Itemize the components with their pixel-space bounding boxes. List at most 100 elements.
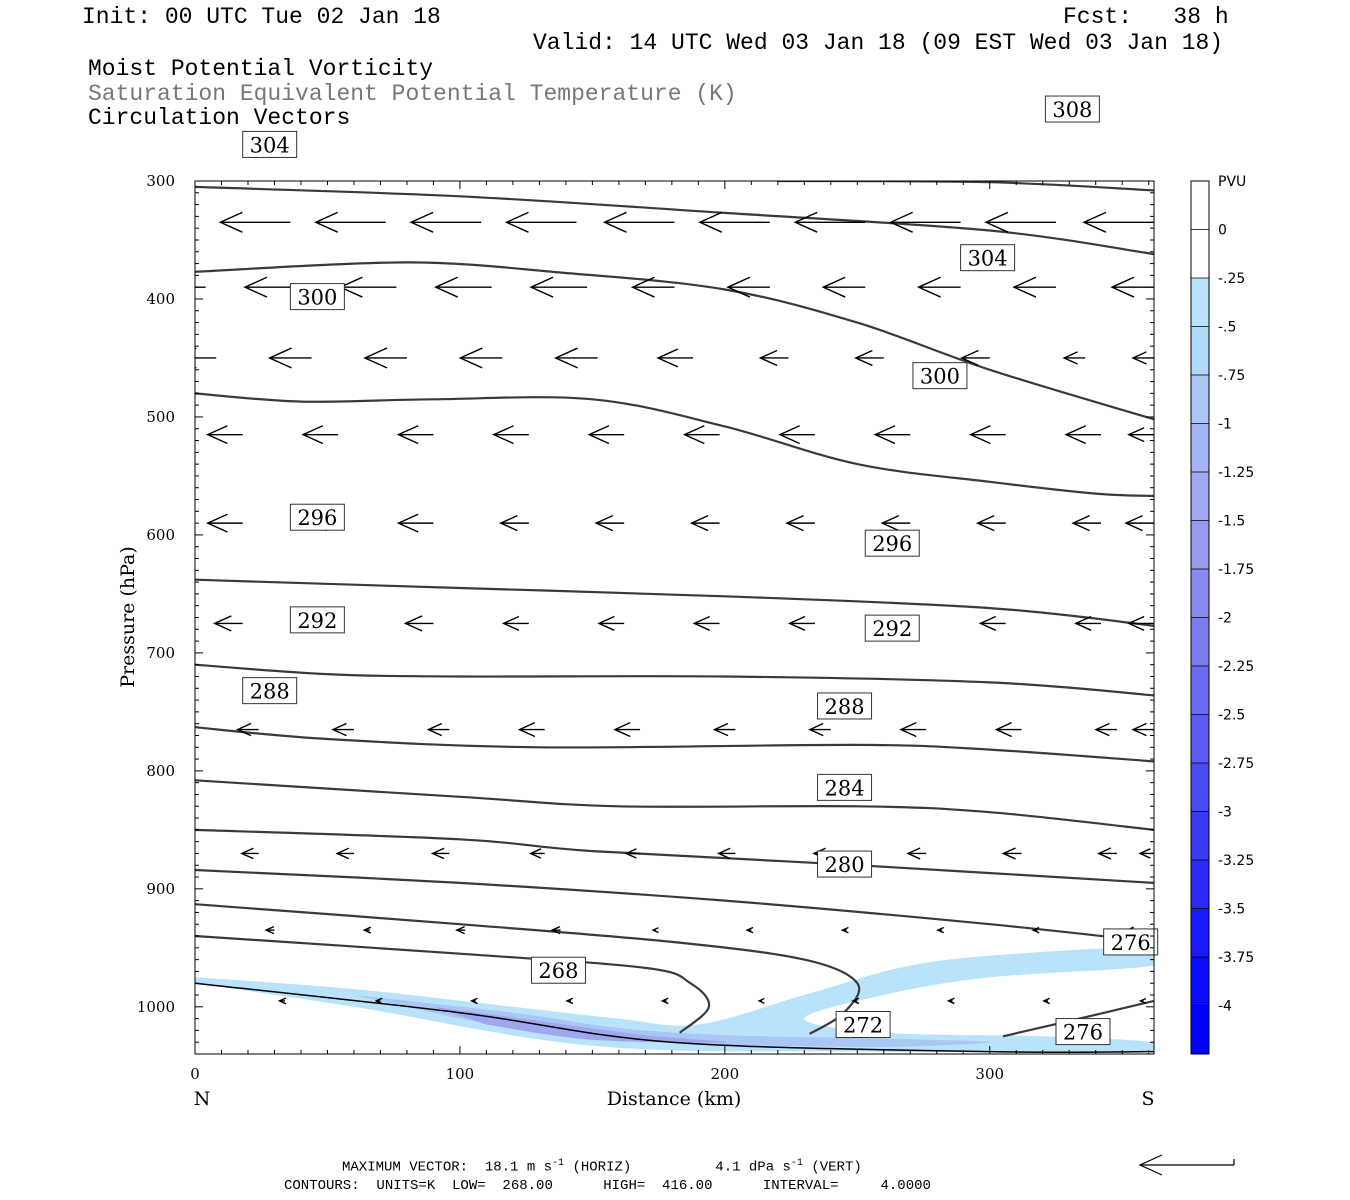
colorbar-label: -3.5 [1218, 902, 1245, 918]
circulation-vector-layer [125, 211, 1154, 1005]
circulation-vector [374, 997, 383, 1005]
circulation-vector [778, 425, 815, 445]
vector-head [205, 513, 228, 533]
contour-label-text: 292 [872, 617, 912, 641]
theta-contour-276 [195, 868, 1154, 943]
contour-label: 288 [242, 677, 298, 705]
vector-head [975, 515, 995, 532]
field-title-vectors: Circulation Vectors [88, 105, 351, 131]
circulation-vector [1127, 427, 1154, 443]
vector-head [1124, 515, 1143, 532]
contour-label-box [864, 614, 920, 642]
valid-time: Valid: 14 UTC Wed 03 Jan 18 (09 EST Wed … [533, 30, 1224, 56]
y-tick-label: 400 [146, 290, 175, 308]
circulation-vector [553, 347, 598, 369]
circulation-vector [994, 722, 1022, 738]
circulation-vector [916, 276, 961, 298]
circulation-vector [785, 515, 815, 532]
colorbar-swatch [1191, 423, 1209, 473]
contour-label-text: 304 [968, 247, 1008, 271]
vector-head [458, 347, 483, 369]
contour-label: 276 [1055, 1018, 1111, 1046]
x-tick-label: 300 [975, 1065, 1004, 1083]
vector-head [335, 847, 349, 860]
vector-head [1138, 997, 1147, 1004]
contour-label-box [242, 130, 298, 158]
contour-label: 304 [242, 130, 298, 158]
vector-head [455, 925, 465, 935]
contour-label-text: 296 [872, 532, 912, 556]
contour-label-text: 288 [250, 680, 290, 704]
colorbar-swatch [1191, 666, 1209, 715]
vector-head [528, 848, 542, 859]
circulation-vector [264, 925, 275, 935]
circulation-vector [1131, 722, 1154, 737]
contour-label-box [1044, 95, 1100, 123]
colorbar-label: -.5 [1218, 320, 1236, 336]
contour-label-text: 308 [1052, 98, 1092, 122]
vector-head [235, 722, 252, 737]
circulation-vector [984, 211, 1056, 233]
colorbar-label: 0 [1218, 223, 1227, 239]
pv-region [195, 947, 1154, 1053]
vector-head [745, 926, 754, 934]
contour-label-box [864, 529, 920, 557]
theta-contour-292 [195, 663, 1154, 697]
colorbar-label: -2 [1218, 611, 1232, 627]
y-axis-title: Pressure (hPa) [117, 546, 139, 688]
init-time: Init: 00 UTC Tue 02 Jan 18 [82, 4, 441, 30]
circulation-vector [1062, 351, 1086, 365]
vector-head [550, 925, 561, 935]
contour-label: 292 [289, 606, 345, 634]
field-title-theta: Saturation Equivalent Potential Temperat… [88, 81, 737, 107]
circulation-vector [851, 997, 860, 1005]
circulation-vector [362, 926, 372, 934]
circulation-vector [1094, 722, 1117, 737]
contour-label-box [817, 850, 873, 878]
circulation-vector [624, 848, 641, 859]
circulation-vector [660, 997, 669, 1005]
circulation-vector [968, 425, 1006, 445]
circulation-vector [565, 997, 574, 1005]
vector-head [1110, 276, 1135, 298]
vector-head [821, 276, 846, 298]
vector-head [240, 847, 254, 860]
vector-head [1001, 847, 1016, 860]
contour-label-box [1055, 1018, 1111, 1046]
vector-head [362, 926, 372, 934]
contour-label-box [817, 692, 873, 720]
colorbar-label: -1 [1218, 417, 1232, 433]
circulation-vector [692, 615, 720, 631]
vector-head [314, 211, 339, 233]
vector-head [396, 513, 419, 533]
circulation-vector [1124, 515, 1154, 532]
circulation-vector [1138, 997, 1147, 1004]
y-tick-label: 600 [146, 526, 175, 544]
theta-contour-280 [195, 828, 1154, 884]
circulation-vector [888, 211, 961, 233]
contour-label: 300 [912, 362, 968, 390]
vector-head [899, 722, 917, 738]
circulation-vector [602, 211, 675, 233]
circulation-vector [212, 615, 243, 632]
circulation-vector [125, 212, 195, 232]
theta-contour-300 [195, 392, 1154, 498]
vector-head [946, 997, 955, 1005]
contour-label-text: 288 [825, 695, 865, 719]
vector-head [1062, 351, 1078, 365]
circulation-vector [434, 276, 492, 298]
vector-head [396, 425, 419, 445]
circulation-vector [689, 515, 720, 532]
vector-head [529, 276, 554, 298]
vector-head [651, 927, 659, 934]
footer-vert-value: 4.1 dPa s [715, 1159, 791, 1176]
circulation-vector [656, 348, 694, 368]
vector-head [1097, 847, 1112, 860]
contour-label-box [289, 606, 345, 634]
vector-head [660, 997, 669, 1005]
colorbar-swatch [1191, 908, 1209, 958]
circulation-vector [946, 997, 955, 1005]
circulation-vector [301, 425, 339, 445]
contour-label-text: 280 [825, 853, 865, 877]
circulation-vector [873, 425, 911, 445]
